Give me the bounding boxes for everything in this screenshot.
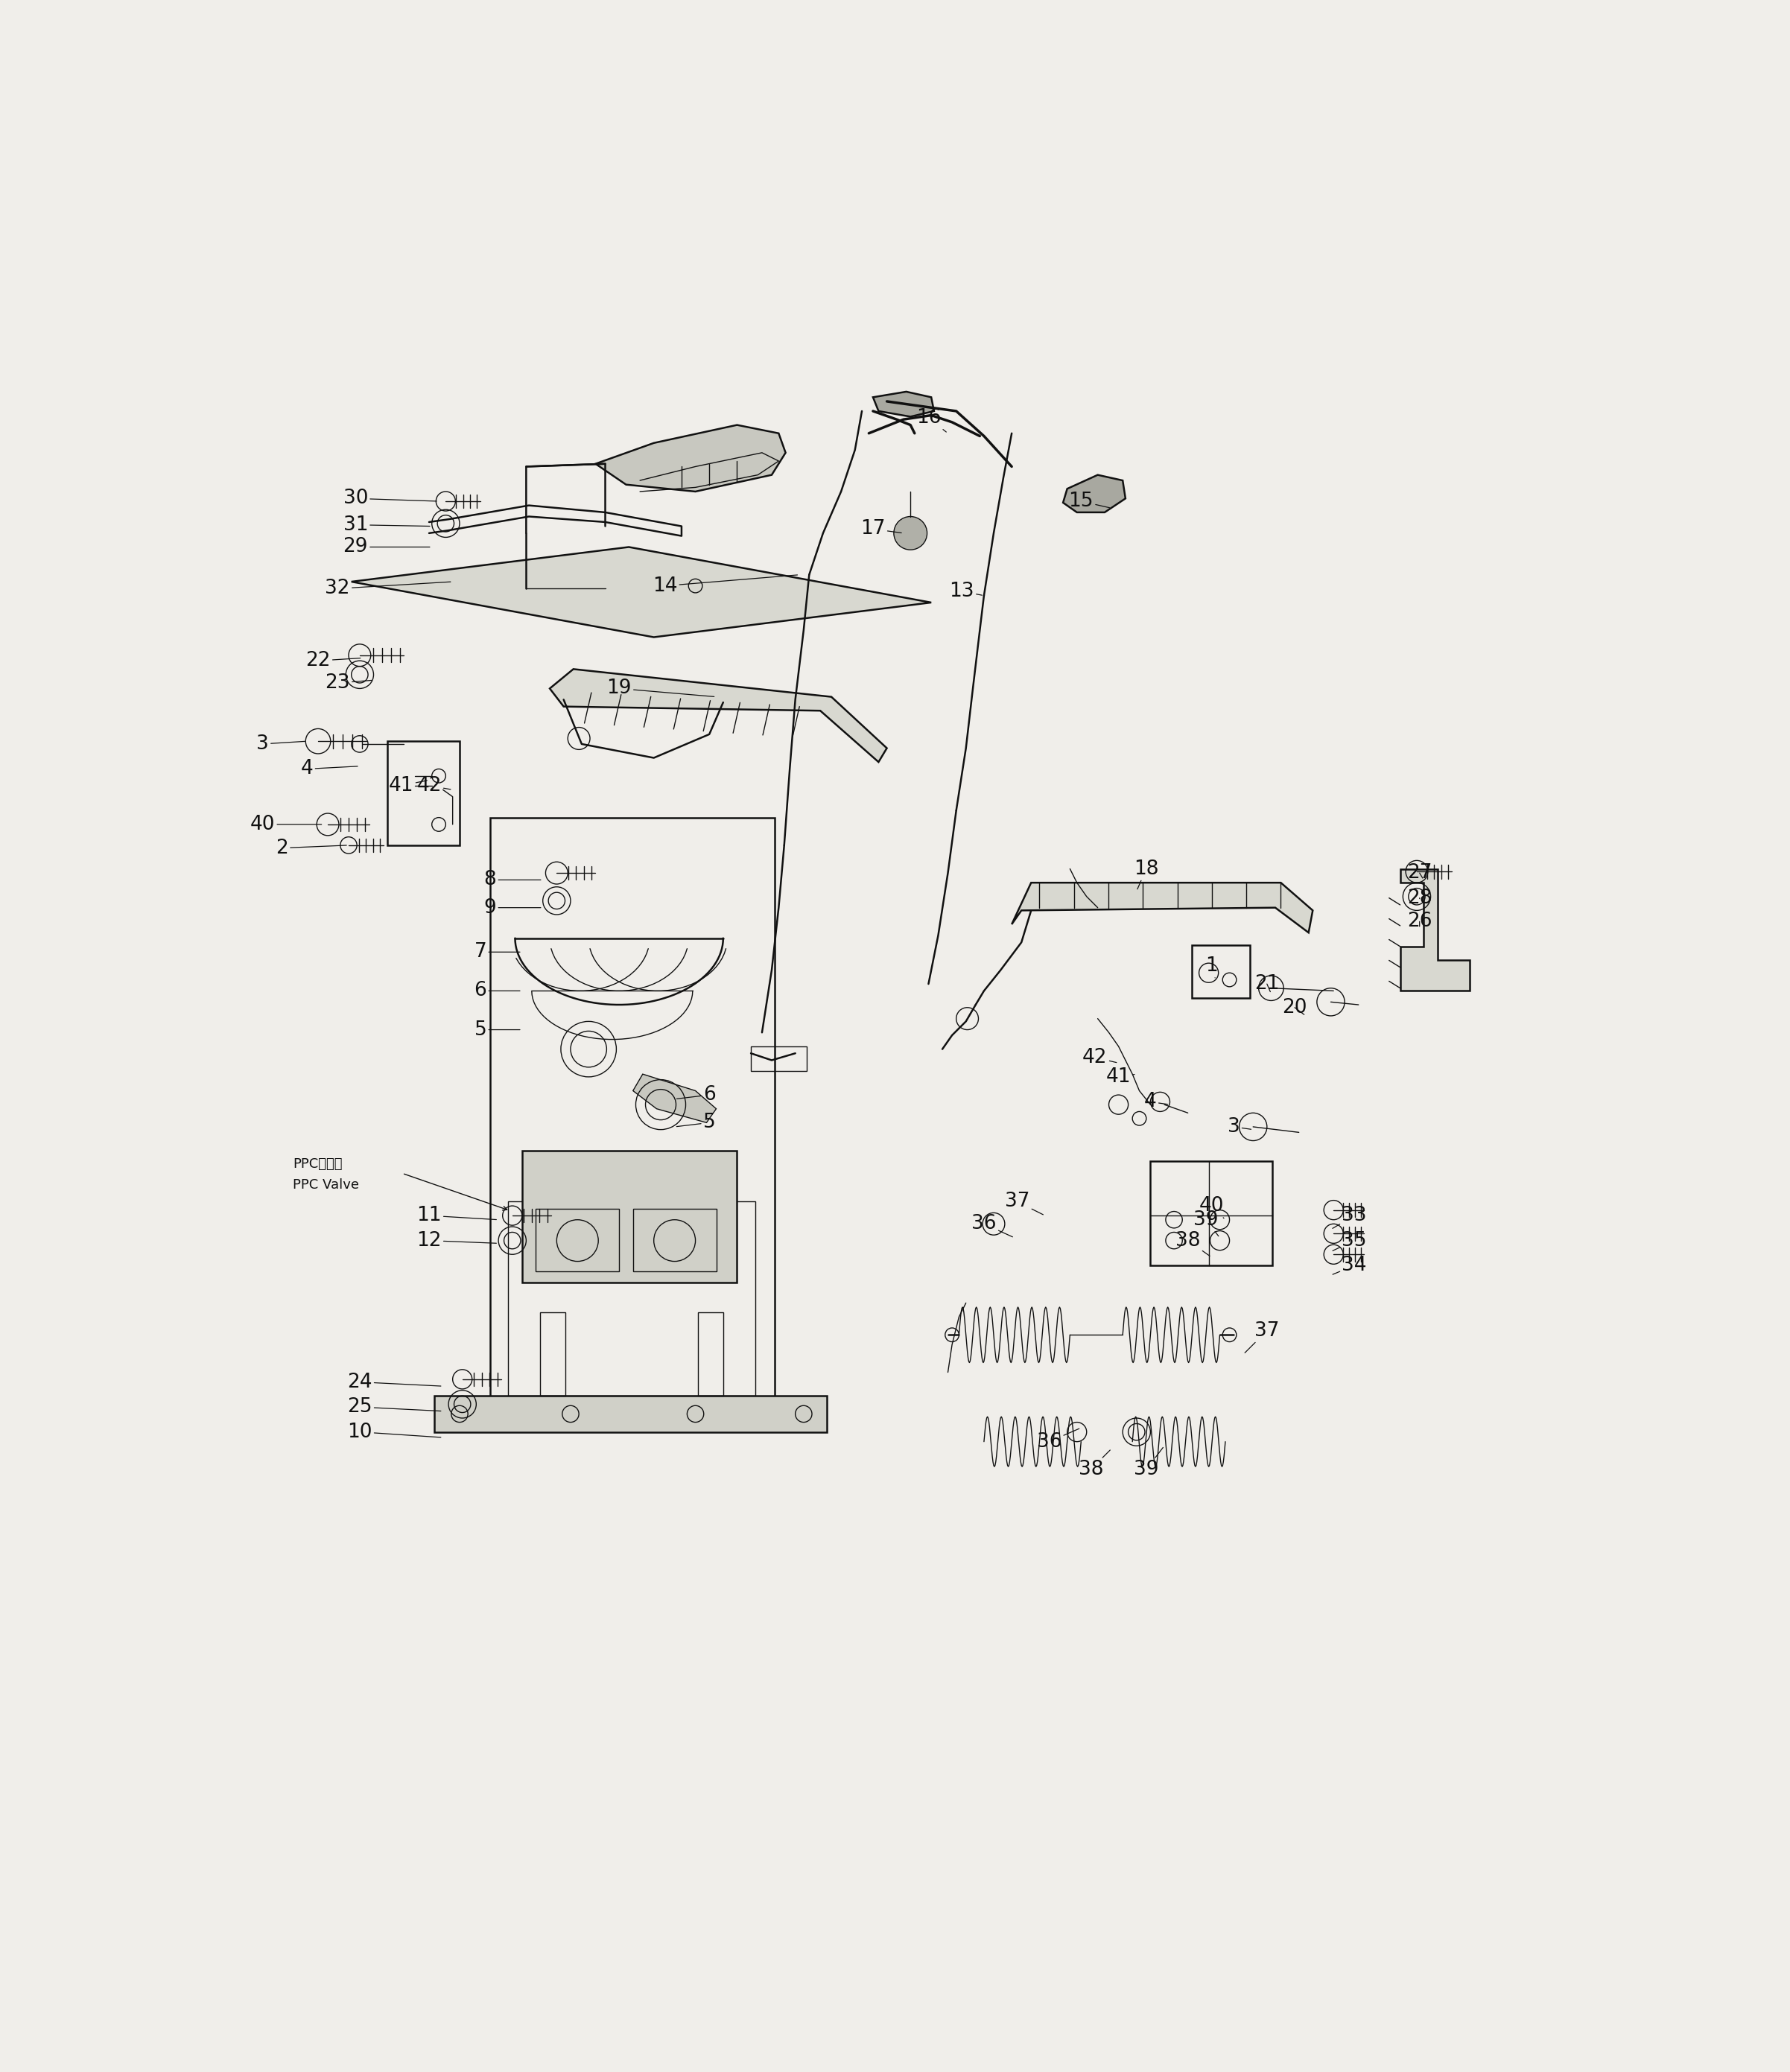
Polygon shape [596, 425, 786, 491]
Text: 3: 3 [1228, 1117, 1251, 1135]
Text: 40: 40 [251, 814, 322, 835]
Text: 23: 23 [326, 673, 372, 692]
Text: 37: 37 [1004, 1191, 1044, 1214]
Text: 29: 29 [344, 537, 430, 557]
Text: 32: 32 [326, 578, 451, 599]
Polygon shape [351, 547, 931, 638]
Text: 10: 10 [347, 1421, 440, 1442]
Text: 17: 17 [861, 520, 902, 539]
Text: 21: 21 [1255, 974, 1280, 995]
Text: 6: 6 [474, 982, 519, 1001]
Text: 25: 25 [347, 1397, 440, 1417]
Text: 38: 38 [1176, 1231, 1210, 1256]
Bar [1192, 945, 1251, 999]
Polygon shape [634, 1073, 716, 1123]
Text: 30: 30 [344, 489, 437, 508]
Polygon shape [1011, 883, 1312, 932]
Text: 6: 6 [677, 1086, 716, 1104]
Bar [508, 1202, 755, 1397]
Bar [490, 818, 775, 1413]
Text: 15: 15 [1069, 491, 1110, 512]
Polygon shape [550, 669, 886, 762]
Text: 39: 39 [1194, 1210, 1219, 1237]
Text: 36: 36 [972, 1214, 1013, 1237]
Text: 35: 35 [1332, 1231, 1368, 1251]
Text: 34: 34 [1334, 1256, 1368, 1274]
Polygon shape [1400, 868, 1470, 990]
Text: 5: 5 [474, 1019, 519, 1040]
Bar [541, 1314, 566, 1397]
Text: 4: 4 [301, 758, 358, 779]
Text: 18: 18 [1133, 860, 1158, 889]
Text: 16: 16 [916, 408, 947, 431]
Text: 39: 39 [1133, 1448, 1164, 1479]
Text: PPCバルブ: PPCバルブ [294, 1158, 342, 1171]
Text: 27: 27 [1407, 864, 1432, 883]
Bar [523, 1150, 737, 1283]
Text: 5: 5 [677, 1113, 716, 1131]
Text: 1: 1 [1205, 957, 1217, 978]
Text: 13: 13 [949, 582, 983, 601]
Text: 41: 41 [1106, 1067, 1135, 1086]
Bar [535, 1208, 619, 1270]
Text: 9: 9 [483, 897, 541, 918]
Text: 40: 40 [1199, 1196, 1224, 1218]
Text: PPC Valve: PPC Valve [294, 1179, 360, 1191]
Text: 26: 26 [1407, 912, 1432, 930]
Text: 22: 22 [306, 651, 360, 671]
Bar [1151, 1162, 1273, 1266]
Text: 42: 42 [417, 775, 451, 796]
Bar [387, 742, 460, 845]
Text: 11: 11 [417, 1206, 496, 1225]
Text: 3: 3 [256, 733, 304, 754]
Text: 8: 8 [483, 870, 541, 889]
Text: 38: 38 [1078, 1450, 1110, 1479]
Text: 4: 4 [1144, 1092, 1167, 1111]
Text: 24: 24 [347, 1372, 440, 1392]
Text: 33: 33 [1332, 1206, 1368, 1229]
Text: 12: 12 [417, 1231, 496, 1249]
Bar [752, 1046, 806, 1071]
Text: 31: 31 [344, 516, 430, 535]
Text: 7: 7 [474, 943, 519, 961]
Text: 42: 42 [1083, 1048, 1117, 1067]
Text: 20: 20 [1282, 999, 1307, 1017]
Polygon shape [1063, 474, 1126, 512]
Polygon shape [874, 392, 934, 416]
Circle shape [893, 516, 927, 549]
Text: 19: 19 [607, 680, 714, 698]
Text: 14: 14 [652, 574, 797, 595]
Text: 41: 41 [388, 775, 428, 796]
Bar [698, 1314, 723, 1397]
Text: 2: 2 [276, 839, 347, 858]
Text: 28: 28 [1407, 889, 1432, 908]
Text: 37: 37 [1244, 1322, 1280, 1353]
Text: 36: 36 [1036, 1428, 1079, 1450]
Polygon shape [435, 1397, 827, 1432]
Bar [634, 1208, 716, 1270]
